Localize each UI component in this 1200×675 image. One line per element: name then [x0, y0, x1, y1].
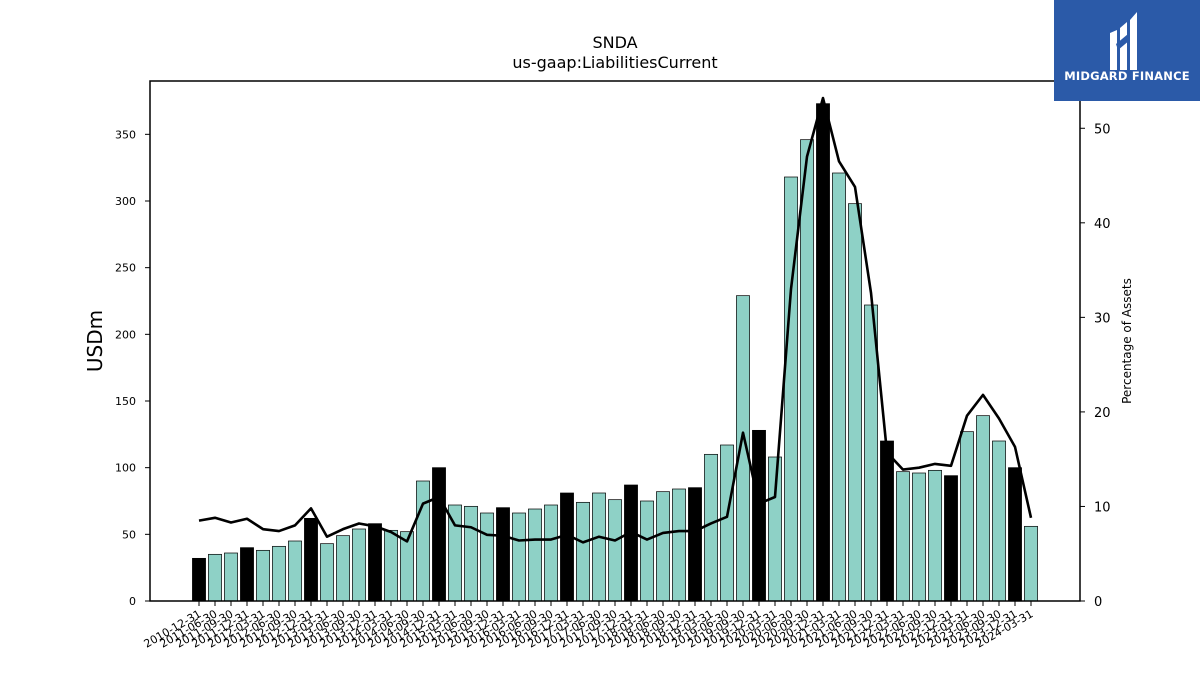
bar — [672, 488, 686, 602]
bar — [832, 172, 846, 602]
bar — [304, 517, 318, 602]
bar — [640, 500, 654, 602]
bar — [1008, 467, 1022, 602]
bar — [240, 547, 254, 602]
bar — [432, 467, 446, 602]
bar — [320, 543, 334, 602]
bar — [256, 549, 270, 602]
logo-text: MIDGARD FINANCE — [1064, 69, 1190, 83]
bar — [512, 512, 526, 602]
bar — [816, 103, 830, 602]
bar — [480, 512, 494, 602]
bar — [992, 440, 1006, 602]
bar — [848, 203, 862, 602]
bar — [576, 501, 590, 602]
bar — [272, 545, 286, 602]
y2-tick-label: 10 — [1094, 500, 1111, 515]
bar — [208, 553, 222, 602]
bar — [288, 540, 302, 602]
right-axis-ticks: 0 10 20 30 40 50 — [1080, 122, 1111, 610]
bar — [464, 505, 478, 602]
y-tick-label: 200 — [115, 328, 136, 341]
bar — [768, 456, 782, 602]
bar — [544, 504, 558, 602]
bar — [416, 480, 430, 602]
percentage-line — [198, 96, 1033, 544]
y2-axis-label: Percentage of Assets — [1120, 278, 1134, 404]
bar — [592, 492, 606, 602]
midgard-logo-icon — [1110, 12, 1137, 70]
bar — [192, 557, 206, 602]
y2-tick-label: 40 — [1094, 217, 1111, 232]
y2-tick-label: 30 — [1094, 311, 1111, 326]
bar — [1024, 525, 1038, 602]
bar — [624, 484, 638, 602]
x-axis-ticks: 2010-12-312011-06-302011-09-302011-12-31… — [142, 601, 1036, 651]
chart-title: SNDA — [592, 33, 637, 52]
y-tick-label: 150 — [115, 395, 136, 408]
bar — [896, 471, 910, 602]
y2-tick-label: 50 — [1094, 122, 1111, 137]
y-tick-label: 50 — [122, 528, 136, 541]
bar — [944, 475, 958, 602]
bar — [368, 523, 382, 602]
bar — [976, 415, 990, 602]
bar — [608, 499, 622, 602]
y-tick-label: 0 — [129, 595, 136, 608]
y-tick-label: 300 — [115, 195, 136, 208]
bar — [352, 528, 366, 602]
bars-group — [192, 103, 1038, 602]
bar — [912, 472, 926, 602]
bar — [688, 487, 702, 602]
bar — [528, 508, 542, 602]
bar — [336, 535, 350, 602]
chart-subtitle: us-gaap:LiabilitiesCurrent — [512, 53, 717, 72]
y-tick-label: 250 — [115, 262, 136, 275]
bar — [496, 507, 510, 602]
y-axis-label: USDm — [83, 310, 107, 372]
bar — [720, 444, 734, 602]
left-axis-ticks: 0 50 100 150 200 250 300 350 — [115, 128, 150, 608]
y2-tick-label: 20 — [1094, 406, 1111, 421]
y2-tick-label: 0 — [1094, 595, 1102, 610]
midgard-finance-logo: MIDGARD FINANCE — [1054, 0, 1200, 101]
y-tick-label: 350 — [115, 128, 136, 141]
bar — [560, 492, 574, 602]
bar — [224, 552, 238, 602]
bar — [752, 429, 766, 602]
bar — [704, 453, 718, 602]
bar — [800, 139, 814, 602]
bar — [960, 431, 974, 602]
bar — [880, 440, 894, 602]
y-tick-label: 100 — [115, 462, 136, 475]
bar — [656, 491, 670, 602]
bar — [928, 469, 942, 602]
bar — [384, 529, 398, 602]
